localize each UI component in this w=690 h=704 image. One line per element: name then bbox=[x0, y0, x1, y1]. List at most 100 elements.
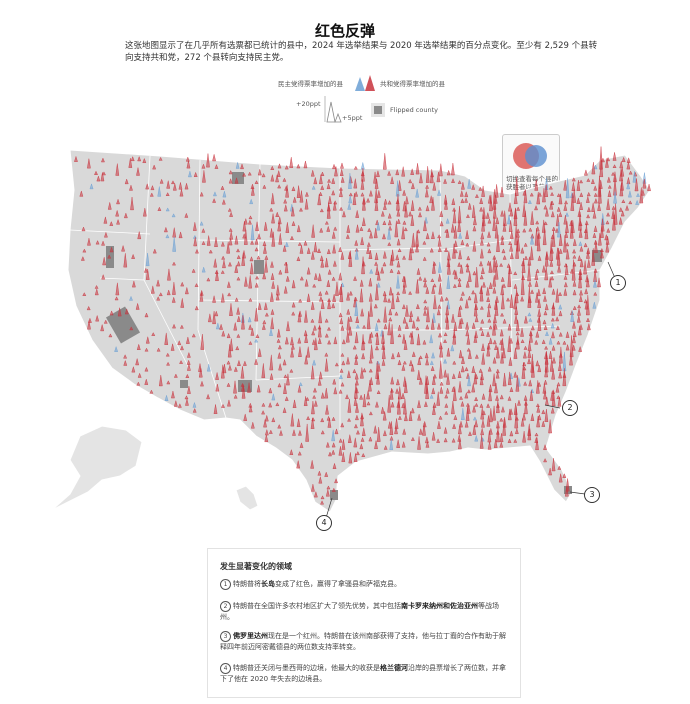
rep-shift-spike bbox=[310, 417, 315, 429]
rep-shift-spike bbox=[255, 275, 259, 280]
rep-shift-spike bbox=[327, 326, 331, 331]
rep-shift-spike bbox=[152, 164, 157, 170]
dem-shift-spike bbox=[89, 183, 94, 190]
rep-shift-spike bbox=[423, 280, 428, 288]
rep-shift-spike bbox=[514, 313, 518, 324]
rep-shift-spike bbox=[341, 439, 346, 450]
rep-shift-spike bbox=[115, 163, 120, 176]
hawaii-shape bbox=[235, 485, 259, 511]
rep-shift-spike bbox=[410, 331, 414, 345]
rep-shift-spike bbox=[509, 231, 514, 239]
rep-shift-spike bbox=[488, 261, 493, 273]
rep-shift-spike bbox=[381, 358, 386, 366]
rep-shift-spike bbox=[534, 228, 539, 246]
rep-shift-spike bbox=[360, 437, 365, 442]
rep-shift-spike bbox=[488, 325, 493, 330]
rep-shift-spike bbox=[171, 390, 175, 399]
rep-shift-spike bbox=[228, 238, 233, 246]
rep-shift-spike bbox=[535, 292, 539, 303]
rep-shift-spike bbox=[396, 291, 401, 296]
rep-shift-spike bbox=[319, 227, 324, 233]
rep-shift-spike bbox=[460, 198, 465, 203]
rep-shift-spike bbox=[100, 172, 105, 182]
rep-shift-spike bbox=[577, 308, 581, 316]
rep-shift-spike bbox=[479, 260, 483, 267]
rep-shift-spike bbox=[277, 351, 282, 359]
rep-shift-spike bbox=[198, 367, 203, 378]
rep-shift-spike bbox=[557, 465, 562, 470]
rep-shift-spike bbox=[367, 227, 372, 232]
rep-shift-spike bbox=[605, 158, 609, 168]
rep-shift-spike bbox=[389, 255, 394, 266]
rep-shift-spike bbox=[481, 419, 485, 428]
legend-flipped-label: Flipped county bbox=[390, 106, 438, 114]
callout-2[interactable]: 2 bbox=[562, 400, 578, 416]
rep-shift-spike bbox=[348, 452, 353, 464]
rep-shift-spike bbox=[620, 210, 625, 217]
rep-shift-spike bbox=[402, 334, 406, 344]
rep-shift-spike bbox=[226, 360, 231, 365]
rep-shift-spike bbox=[229, 211, 233, 217]
rep-shift-spike bbox=[439, 386, 444, 394]
rep-shift-spike bbox=[278, 269, 283, 275]
rep-shift-spike bbox=[543, 443, 547, 450]
rep-shift-spike bbox=[327, 269, 332, 275]
rep-shift-spike bbox=[466, 347, 471, 352]
rep-shift-spike bbox=[283, 383, 287, 394]
rep-shift-spike bbox=[555, 288, 560, 303]
rep-shift-spike bbox=[320, 259, 325, 268]
rep-shift-spike bbox=[558, 473, 563, 483]
rep-shift-spike bbox=[479, 403, 484, 408]
rep-shift-spike bbox=[275, 402, 280, 407]
flipped-county-swatch-icon bbox=[371, 103, 385, 117]
rep-shift-spike bbox=[542, 287, 547, 294]
callout-4[interactable]: 4 bbox=[316, 515, 332, 531]
rep-shift-spike bbox=[516, 206, 521, 211]
dem-shift-spike bbox=[437, 189, 441, 196]
rep-shift-spike bbox=[394, 220, 399, 238]
callout-3[interactable]: 3 bbox=[584, 487, 600, 503]
rep-shift-spike bbox=[311, 401, 315, 415]
rep-shift-spike bbox=[451, 198, 456, 205]
rep-shift-spike bbox=[156, 296, 161, 301]
rep-shift-spike bbox=[311, 339, 316, 345]
rep-shift-spike bbox=[194, 283, 199, 287]
rep-shift-spike bbox=[522, 431, 526, 443]
rep-shift-spike bbox=[291, 301, 296, 308]
rep-shift-spike bbox=[291, 311, 296, 316]
rep-shift-spike bbox=[535, 268, 540, 273]
rep-shift-spike bbox=[436, 391, 441, 406]
rep-shift-spike bbox=[415, 326, 420, 331]
rep-shift-spike bbox=[509, 430, 514, 437]
rep-shift-spike bbox=[338, 446, 343, 456]
us-county-map bbox=[51, 146, 651, 519]
rep-shift-spike bbox=[551, 458, 556, 472]
rep-shift-spike bbox=[318, 371, 323, 380]
rep-shift-spike bbox=[383, 445, 388, 450]
dem-shift-spike bbox=[429, 334, 434, 344]
rep-shift-spike bbox=[550, 317, 555, 322]
rep-shift-spike bbox=[338, 438, 343, 443]
rep-shift-spike bbox=[494, 343, 498, 350]
rep-shift-spike bbox=[611, 205, 616, 210]
callout-1[interactable]: 1 bbox=[610, 275, 626, 291]
rep-shift-spike bbox=[107, 254, 112, 259]
rep-shift-spike bbox=[368, 411, 373, 416]
rep-shift-spike bbox=[443, 426, 448, 434]
rep-shift-spike bbox=[354, 239, 359, 246]
rep-shift-spike bbox=[502, 372, 507, 387]
rep-shift-spike bbox=[397, 333, 402, 338]
rep-shift-spike bbox=[606, 212, 610, 217]
rep-shift-spike bbox=[439, 220, 444, 227]
rep-shift-spike bbox=[515, 240, 519, 259]
rep-shift-spike bbox=[327, 178, 331, 183]
rep-shift-spike bbox=[313, 490, 318, 498]
rep-shift-spike bbox=[318, 476, 323, 484]
rep-shift-spike bbox=[317, 193, 322, 206]
rep-shift-spike bbox=[206, 277, 211, 282]
notes-title: 发生显著变化的领域 bbox=[220, 562, 292, 571]
rep-shift-spike bbox=[474, 420, 479, 428]
rep-shift-spike bbox=[423, 309, 427, 316]
rep-shift-spike bbox=[576, 197, 581, 204]
rep-shift-spike bbox=[360, 179, 365, 190]
